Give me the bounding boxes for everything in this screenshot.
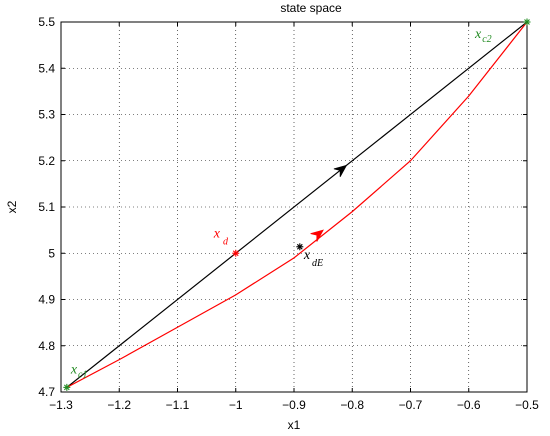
x-tick-label: −1.2 <box>107 398 131 412</box>
series-lines <box>66 21 528 388</box>
x-axis-label: x1 <box>288 418 301 432</box>
x-tick-label: −1 <box>229 398 243 412</box>
y-tick-label: 5.1 <box>38 200 55 214</box>
point-marker-c2 <box>523 18 531 26</box>
y-tick-label: 5.2 <box>38 154 55 168</box>
point-label-dE: xdE <box>303 248 323 269</box>
series-line-0 <box>66 21 528 388</box>
x-tick-label: −0.6 <box>457 398 481 412</box>
chart-title: state space <box>280 1 342 15</box>
point-label-c1: xc1 <box>70 362 88 380</box>
x-tick-label: −0.7 <box>399 398 423 412</box>
x-tick-label: −0.5 <box>515 398 539 412</box>
marked-points: xc1 xc2 xd xdE <box>63 18 531 391</box>
point-label-c2: xc2 <box>474 27 492 45</box>
y-tick-label: 4.8 <box>38 339 55 353</box>
point-marker-dE <box>296 243 304 251</box>
star-stroke <box>524 19 530 25</box>
series-arrow-1 <box>310 229 324 242</box>
star-stroke <box>232 250 239 257</box>
x-tick-label: −1.3 <box>49 398 73 412</box>
axis-ticks: −1.3 −1.2 −1.1 −1 −0.9 −0.8 −0.7 −0.6 −0.5 4.7 4.8… <box>38 15 539 412</box>
y-tick-label: 5.5 <box>38 15 55 29</box>
y-tick-label: 5.3 <box>38 108 55 122</box>
point-marker-c1 <box>63 383 71 391</box>
y-tick-label: 5.4 <box>38 61 55 75</box>
star-stroke <box>296 243 303 250</box>
series-line-1 <box>66 21 528 388</box>
x-tick-label: −1.1 <box>166 398 190 412</box>
point-label-d: xd <box>213 226 229 247</box>
y-tick-label: 4.9 <box>38 293 55 307</box>
point-marker-d <box>232 249 240 257</box>
y-tick-label: 5 <box>48 246 55 260</box>
y-tick-label: 4.7 <box>38 385 55 399</box>
y-axis-label: x2 <box>5 200 19 213</box>
x-tick-label: −0.9 <box>282 398 306 412</box>
series-arrow-0 <box>333 164 348 177</box>
x-tick-label: −0.8 <box>340 398 364 412</box>
star-stroke <box>63 384 70 391</box>
